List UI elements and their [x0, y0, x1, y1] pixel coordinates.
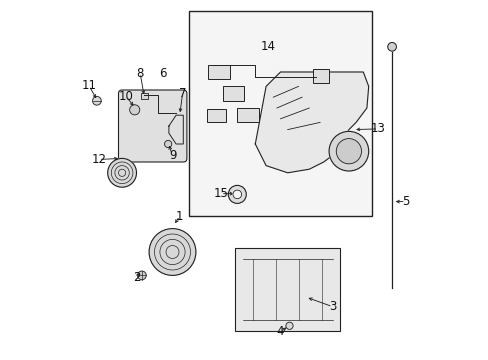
- Text: 10: 10: [118, 90, 133, 103]
- Circle shape: [149, 229, 196, 275]
- Text: 9: 9: [168, 149, 176, 162]
- Text: 6: 6: [158, 67, 166, 80]
- FancyBboxPatch shape: [118, 90, 186, 162]
- Text: 8: 8: [136, 67, 143, 80]
- Bar: [312, 69, 328, 83]
- Circle shape: [228, 185, 246, 203]
- Text: 12: 12: [91, 153, 106, 166]
- Text: 5: 5: [401, 195, 408, 208]
- Bar: [237, 108, 258, 122]
- Text: 2: 2: [132, 271, 140, 284]
- Polygon shape: [255, 72, 368, 173]
- Circle shape: [92, 96, 101, 105]
- Text: 1: 1: [176, 210, 183, 222]
- Text: 11: 11: [81, 79, 96, 92]
- Bar: [208, 65, 230, 79]
- Bar: [188, 11, 371, 216]
- Bar: [141, 93, 147, 99]
- Bar: [235, 248, 339, 331]
- Text: 14: 14: [261, 40, 276, 53]
- Text: 3: 3: [328, 300, 336, 313]
- Circle shape: [137, 271, 146, 280]
- Circle shape: [336, 139, 361, 164]
- Circle shape: [129, 105, 140, 115]
- Text: 15: 15: [213, 187, 228, 200]
- Polygon shape: [168, 115, 183, 144]
- Bar: [223, 86, 244, 101]
- Text: 13: 13: [370, 122, 385, 135]
- Circle shape: [232, 190, 241, 199]
- Circle shape: [107, 158, 136, 187]
- Circle shape: [285, 322, 292, 329]
- Bar: [206, 109, 226, 122]
- Text: 7: 7: [179, 87, 186, 100]
- Circle shape: [387, 42, 396, 51]
- Circle shape: [164, 140, 171, 148]
- Circle shape: [328, 131, 368, 171]
- Text: 4: 4: [276, 325, 284, 338]
